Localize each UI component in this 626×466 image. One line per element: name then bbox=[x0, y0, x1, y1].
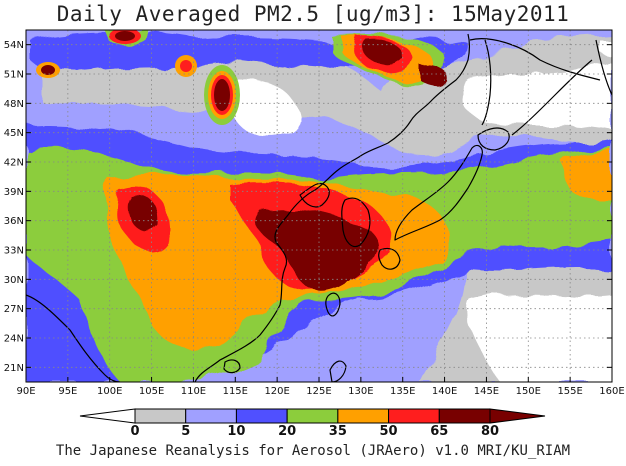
tick-label-lat: 36N bbox=[4, 216, 24, 227]
tick-label-lon: 110E bbox=[181, 386, 206, 397]
contour-80-main bbox=[254, 208, 378, 292]
contour-50-65-east bbox=[560, 150, 612, 202]
contour-0-5-b bbox=[461, 60, 612, 130]
tick-label-lat: 48N bbox=[4, 99, 24, 110]
tick-label-lat: 39N bbox=[4, 187, 24, 198]
cell-north-a-core bbox=[214, 79, 230, 111]
footer-credit: The Japanese Reanalysis for Aerosol (JRA… bbox=[55, 443, 571, 459]
tick-label-lon: 125E bbox=[306, 386, 331, 397]
pm25-contours bbox=[26, 30, 612, 382]
colorbar-segment bbox=[235, 408, 288, 424]
colorbar-segment bbox=[286, 408, 339, 424]
colorbar-segment bbox=[134, 408, 187, 424]
contour-80-west bbox=[126, 194, 159, 232]
tick-label-lon: 90E bbox=[16, 386, 35, 397]
coastlines bbox=[26, 33, 612, 382]
axis-tick-labels: 90E 95E 100E 105E 110E 115E 120E 125E 130E 135E 14… bbox=[4, 40, 625, 397]
colorbar-level-label: 80 bbox=[481, 424, 499, 439]
tick-label-lon: 120E bbox=[264, 386, 289, 397]
tick-label-lon: 160E bbox=[599, 386, 624, 397]
colorbar-segment bbox=[438, 408, 491, 424]
colorbar-segment bbox=[388, 408, 440, 424]
tick-label-lon: 155E bbox=[557, 386, 582, 397]
tick-label-lon: 150E bbox=[516, 386, 541, 397]
colorbar-legend: 0 5 10 20 35 50 65 80 bbox=[79, 408, 546, 439]
colorbar-segment bbox=[337, 408, 390, 424]
tick-label-lon: 105E bbox=[139, 386, 164, 397]
cell-north-d-core bbox=[115, 31, 135, 41]
tick-label-lat: 42N bbox=[4, 158, 24, 169]
coast-kurils bbox=[511, 59, 593, 136]
tick-label-lon: 115E bbox=[223, 386, 248, 397]
tick-label-lat: 27N bbox=[4, 304, 24, 315]
tick-label-lon: 130E bbox=[348, 386, 373, 397]
tick-label-lat: 30N bbox=[4, 275, 24, 286]
colorbar-level-label: 20 bbox=[278, 424, 296, 439]
coast-bohai bbox=[299, 182, 330, 208]
colorbar-level-label: 10 bbox=[227, 424, 245, 439]
coast-japan-kyushu bbox=[378, 247, 401, 270]
coast-taiwan bbox=[325, 292, 341, 317]
tick-label-lat: 21N bbox=[4, 363, 24, 374]
tick-label-lon: 95E bbox=[58, 386, 77, 397]
contour-0-5-a bbox=[224, 79, 300, 137]
gridlines bbox=[26, 30, 612, 382]
coast-okhotsk bbox=[469, 38, 601, 81]
coast-philippines bbox=[329, 360, 347, 382]
tick-label-lon: 145E bbox=[474, 386, 499, 397]
coast-hainan bbox=[223, 359, 241, 374]
contour-0-5-c bbox=[467, 293, 612, 382]
coast-korea bbox=[341, 197, 371, 248]
coast-china bbox=[194, 33, 471, 382]
colorbar-level-label: 0 bbox=[130, 424, 139, 439]
tick-label-lat: 24N bbox=[4, 334, 24, 345]
contour-0-5-d bbox=[600, 40, 612, 55]
map-title: Daily Averaged PM2.5 [ug/m3]: 15May2011 bbox=[56, 2, 570, 26]
cell-north-b-core bbox=[41, 65, 55, 75]
coast-japan-honshu bbox=[394, 144, 483, 241]
contour-80-north-b bbox=[420, 64, 449, 86]
tick-label-lon: 100E bbox=[97, 386, 122, 397]
tick-label-lon: 135E bbox=[390, 386, 415, 397]
coast-sakhalin bbox=[481, 39, 492, 126]
cell-north-c-core bbox=[180, 60, 192, 72]
coast-japan-hokkaido bbox=[477, 127, 510, 151]
tick-label-lat: 54N bbox=[4, 40, 24, 51]
colorbar-level-label: 50 bbox=[380, 424, 398, 439]
tick-label-lat: 33N bbox=[4, 246, 24, 257]
colorbar-level-label: 5 bbox=[181, 424, 190, 439]
colorbar-level-label: 35 bbox=[329, 424, 347, 439]
colorbar-segment bbox=[185, 408, 237, 424]
tick-label-lat: 45N bbox=[4, 128, 24, 139]
colorbar-high-arrow bbox=[489, 408, 546, 424]
axis-ticks bbox=[25, 44, 613, 382]
tick-label-lat: 51N bbox=[4, 70, 24, 81]
coast-kamchatka bbox=[595, 39, 612, 96]
colorbar-level-label: 65 bbox=[430, 424, 448, 439]
coast-indochina bbox=[26, 294, 121, 382]
colorbar-low-arrow bbox=[79, 408, 136, 424]
tick-label-lon: 140E bbox=[432, 386, 457, 397]
